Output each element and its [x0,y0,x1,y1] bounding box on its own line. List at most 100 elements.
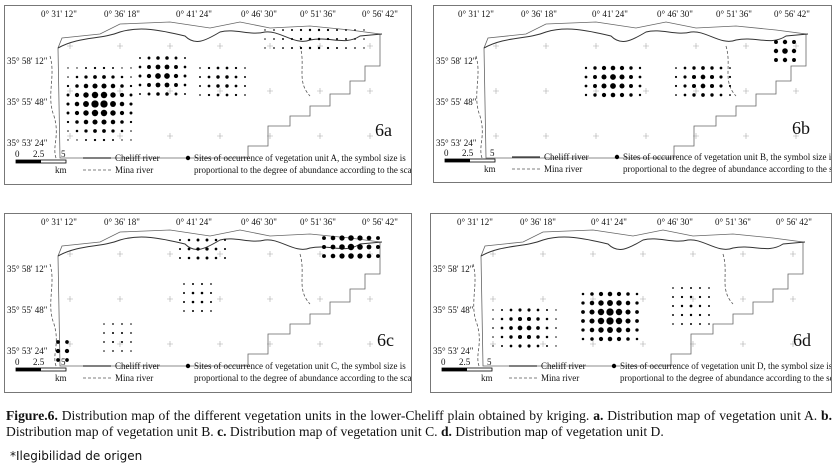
site-dot [699,287,701,289]
grid-cross [217,251,223,257]
site-dot [526,325,532,331]
site-dot [555,309,557,311]
grid-cross [640,251,646,257]
grid-cross [643,88,649,94]
site-dot [317,28,321,32]
longitude-label: 0° 56' 42" [776,217,812,227]
site-dot [593,75,597,79]
site-dot [74,110,80,116]
grid-cross [267,296,273,302]
site-dot [366,235,372,241]
scale-unit: km [55,373,67,383]
longitude-label: 0° 46' 30" [241,217,277,227]
site-dot [729,67,731,69]
site-dot [708,314,710,316]
site-dot [67,67,69,69]
site-dot [598,300,604,306]
scale-tick-label: 0 [15,357,20,367]
site-dot [339,235,345,241]
site-dot [100,100,108,108]
mina-river-line [472,263,480,367]
site-dot [84,129,88,133]
site-dot [674,84,678,88]
latitude-label: 35° 55' 48" [7,305,48,315]
grid-cross [743,43,749,49]
site-dot [187,247,191,251]
site-dot [184,57,186,59]
latitude-label: 35° 58' 12" [433,264,474,274]
site-dot [111,340,115,344]
site-dot [638,84,642,88]
site-dot [782,39,788,45]
site-dot [138,74,142,78]
site-dot [199,76,201,78]
site-dot [792,40,796,44]
grid-cross [793,88,799,94]
longitude-label: 0° 41' 24" [176,9,212,19]
site-dot [348,253,354,259]
site-dot [376,236,380,240]
site-dot [224,257,226,259]
legend-site-text-2: proportional to the degree of abundance … [194,165,411,175]
figure-caption: Figure.6. Distribution map of the differ… [6,408,832,440]
site-dot [121,350,123,352]
site-dot [66,120,70,124]
site-dot [672,305,674,307]
grid-cross [367,133,373,139]
site-dot [93,129,97,133]
site-dot [638,66,642,70]
grid-cross [367,296,373,302]
grid-cross [593,133,599,139]
site-dot [191,282,195,286]
caption-b-text: Distribution map of vegetation unit B. [6,424,218,439]
site-dot [635,319,639,323]
site-dot [207,84,211,88]
site-dot [635,310,639,314]
site-dot [209,291,213,295]
site-dot [555,336,557,338]
grid-cross [743,88,749,94]
site-dot [129,120,133,124]
site-dot [244,67,246,69]
grid-cross [167,341,173,347]
latitude-label: 35° 58' 12" [436,56,477,66]
scale-unit: km [484,164,496,174]
site-dot [710,93,714,97]
site-dot [719,66,723,70]
scale-tick-label: 0 [441,357,446,367]
site-dot [299,37,303,41]
site-dot [101,119,107,125]
site-dot [500,335,504,339]
site-dot [345,38,347,40]
site-dot [709,74,715,80]
site-dot [330,235,336,241]
longitude-label: 0° 31' 12" [41,9,77,19]
site-dot [91,91,99,99]
site-dot [200,309,204,313]
site-dot [584,84,588,88]
site-dot [84,66,88,70]
site-dot [199,94,201,96]
grid-cross [267,251,273,257]
site-dot [64,348,70,354]
site-dot [593,66,597,70]
site-dot [130,130,132,132]
site-dot [619,65,625,71]
site-dot [672,287,674,289]
site-dot [76,139,78,141]
legend-mina-label: Mina river [541,373,579,383]
site-dot [76,67,78,69]
site-dot [183,310,185,312]
site-dot [598,291,604,297]
site-dot [629,75,633,79]
site-dot [103,350,105,352]
site-dot [196,238,200,242]
site-dot [708,323,710,325]
site-dot [689,295,693,299]
panel-label: 6d [793,330,811,350]
site-dot [545,317,549,321]
map-6c: 0° 31' 12" 0° 36' 18" 0° 41' 24" 0° 46' 30"… [7,217,411,383]
site-dot [536,344,540,348]
site-dot [606,317,614,325]
site-dot [698,313,702,317]
